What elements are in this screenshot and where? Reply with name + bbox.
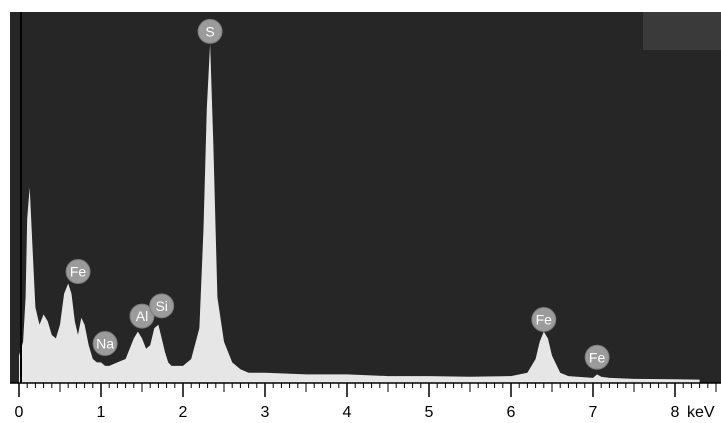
x-tick-label: 0 — [15, 404, 24, 421]
x-tick-label: 7 — [589, 404, 598, 421]
peak-marker — [65, 259, 91, 285]
x-tick-label: 8 — [671, 404, 680, 421]
spectrum-area — [19, 43, 700, 384]
peak-marker — [149, 293, 175, 319]
peak-label-text: Na — [96, 336, 114, 352]
peak-marker — [197, 18, 223, 44]
x-axis — [10, 382, 721, 397]
peak-label: Fe — [65, 259, 91, 285]
peak-label: Fe — [531, 307, 557, 333]
peak-marker — [531, 307, 557, 333]
peak-label: Fe — [584, 344, 610, 370]
peak-marker — [129, 303, 155, 329]
corner-box — [643, 12, 721, 50]
x-tick-labels: 0 1 2 3 4 5 6 7 8 — [15, 404, 680, 421]
peak-label-text: Fe — [589, 349, 606, 365]
peak-labels: S Fe Na Al Si Fe Fe — [65, 18, 610, 370]
x-tick-label: 4 — [343, 404, 352, 421]
peak-label: Na — [92, 331, 118, 357]
peak-marker — [92, 331, 118, 357]
peak-label-text: Fe — [536, 312, 553, 328]
x-tick-label: 5 — [425, 404, 434, 421]
x-tick-label: 3 — [261, 404, 270, 421]
peak-label: Al — [129, 303, 155, 329]
peak-label-text: Si — [155, 298, 167, 314]
peak-label: Si — [149, 293, 175, 319]
x-unit-label: keV — [687, 404, 715, 421]
peak-label-text: Fe — [70, 264, 87, 280]
peak-marker — [584, 344, 610, 370]
x-tick-label: 6 — [507, 404, 516, 421]
peak-label-text: S — [205, 23, 214, 39]
peak-label-text: Al — [136, 308, 148, 324]
peak-label: S — [197, 18, 223, 44]
plot-background — [10, 12, 721, 383]
x-tick-label: 2 — [179, 404, 188, 421]
x-tick-label: 1 — [97, 404, 106, 421]
